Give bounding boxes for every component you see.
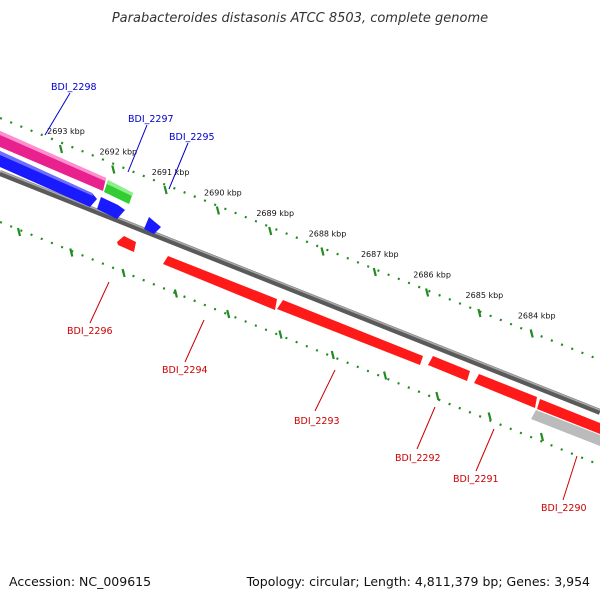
label-bdi-2297: BDI_2297	[128, 114, 174, 125]
lower-ruler-tick	[435, 391, 440, 401]
map-title: Parabacteroides distasonis ATCC 8503, co…	[112, 11, 488, 26]
lower-ruler-tick	[16, 227, 22, 237]
ruler-tick-label: 2693 kbp	[47, 127, 85, 136]
ruler-tick	[372, 267, 377, 277]
label-bdi-2293: BDI_2293	[294, 416, 340, 427]
lower-ruler-dots	[0, 220, 600, 467]
ruler-tick-label: 2691 kbp	[152, 168, 190, 177]
label-bdi-2292: BDI_2292	[395, 453, 441, 464]
gene-bdi-2297-highlight	[107, 180, 133, 196]
ruler-tick	[58, 144, 64, 154]
reverse-strand	[117, 236, 600, 446]
lower-ruler-tick	[173, 289, 178, 298]
ruler-tick	[111, 165, 116, 174]
ruler-tick-label: 2685 kbp	[466, 291, 504, 300]
gene-bdi-2294[interactable]	[163, 256, 277, 310]
label-bdi-2298: BDI_2298	[51, 82, 97, 93]
ruler-tick-label: 2684 kbp	[518, 312, 556, 321]
ruler-ticks: 2693 kbp 2692 kbp 2691 kbp 2690 kbp 2689 kbp…	[47, 127, 556, 338]
label-bdi-2290: BDI_2290	[541, 503, 587, 514]
ruler-tick-label: 2692 kbp	[99, 148, 137, 157]
lower-ruler-tick	[383, 371, 388, 380]
ruler-tick-label: 2686 kbp	[413, 271, 451, 280]
genome-backbone	[0, 170, 600, 415]
gene-bdi-2292[interactable]	[428, 356, 470, 381]
ruler-tick-label: 2690 kbp	[204, 189, 242, 198]
gene-labels: BDI_2298 BDI_2297 BDI_2295 BDI_2296 BDI_…	[51, 82, 587, 514]
lower-ruler	[0, 220, 600, 467]
gene-bdi-2296[interactable]	[117, 236, 136, 252]
gene-bdi-2293[interactable]	[277, 300, 423, 365]
label-bdi-2291: BDI_2291	[453, 474, 499, 485]
label-bdi-2295: BDI_2295	[169, 132, 215, 143]
accession-text: Accession: NC_009615	[9, 574, 151, 589]
ruler-tick	[477, 308, 482, 318]
lower-ruler-tick	[487, 412, 492, 421]
ruler-tick	[320, 247, 325, 256]
ruler-tick-label: 2687 kbp	[361, 250, 399, 259]
gene-bdi-2298-highlight	[0, 131, 106, 181]
ruler-tick	[268, 226, 273, 236]
lower-ruler-ticks	[16, 227, 545, 442]
ruler-tick-label: 2688 kbp	[309, 230, 347, 239]
upper-ruler: 2693 kbp 2692 kbp 2691 kbp 2690 kbp 2689 kbp…	[0, 116, 600, 362]
forward-strand	[0, 131, 161, 234]
lower-ruler-tick	[69, 248, 74, 257]
gene-bdi-2290[interactable]	[537, 399, 600, 434]
ruler-tick	[425, 288, 430, 297]
label-bdi-2294: BDI_2294	[162, 365, 208, 376]
ruler-tick	[163, 185, 168, 195]
lower-ruler-tick	[330, 350, 335, 360]
gene-blue-short[interactable]	[97, 197, 125, 219]
ruler-tick	[215, 206, 220, 215]
gene-blue-left-highlight	[0, 151, 93, 196]
genome-summary-text: Topology: circular; Length: 4,811,379 bp…	[246, 574, 590, 589]
gene-bdi-2295[interactable]	[144, 217, 161, 234]
lower-ruler-tick	[278, 330, 283, 339]
lower-ruler-tick	[226, 309, 231, 319]
label-bdi-2296: BDI_2296	[67, 326, 113, 337]
upper-ruler-dots	[0, 116, 600, 362]
callout-lines	[44, 92, 578, 501]
ruler-tick	[529, 329, 534, 338]
lower-ruler-tick	[121, 268, 126, 278]
ruler-tick-label: 2689 kbp	[256, 209, 294, 218]
lower-ruler-tick	[539, 432, 545, 442]
gene-grey[interactable]	[531, 410, 600, 446]
gene-bdi-2291[interactable]	[474, 374, 537, 408]
